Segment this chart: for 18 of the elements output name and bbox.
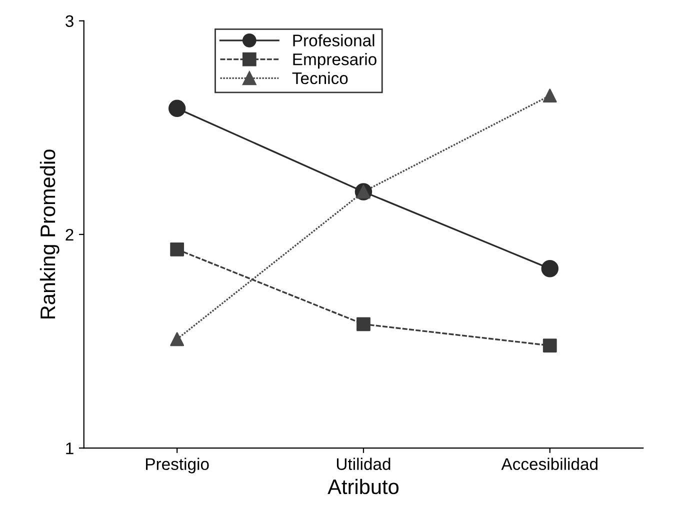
- point: [170, 332, 184, 346]
- point: [356, 317, 370, 332]
- legend-label: Tecnico: [292, 72, 348, 84]
- point: [168, 100, 186, 118]
- x-tick-label: Utilidad: [336, 458, 390, 470]
- y-axis-title: Ranking Promedio: [40, 150, 60, 318]
- legend-label: Empresario: [293, 53, 376, 69]
- point: [170, 242, 184, 256]
- point: [541, 260, 558, 278]
- x-axis-title: Atributo: [328, 478, 399, 494]
- point: [542, 88, 557, 103]
- x-tick-label: Accesibilidad: [501, 458, 598, 470]
- y-tick-label: 3: [66, 15, 74, 28]
- y-tick-label: 1: [66, 442, 74, 454]
- x-tick-label: Prestigio: [146, 458, 209, 474]
- point: [542, 338, 557, 352]
- legend-label: Profesional: [293, 34, 374, 46]
- y-tick-label: 2: [66, 228, 74, 240]
